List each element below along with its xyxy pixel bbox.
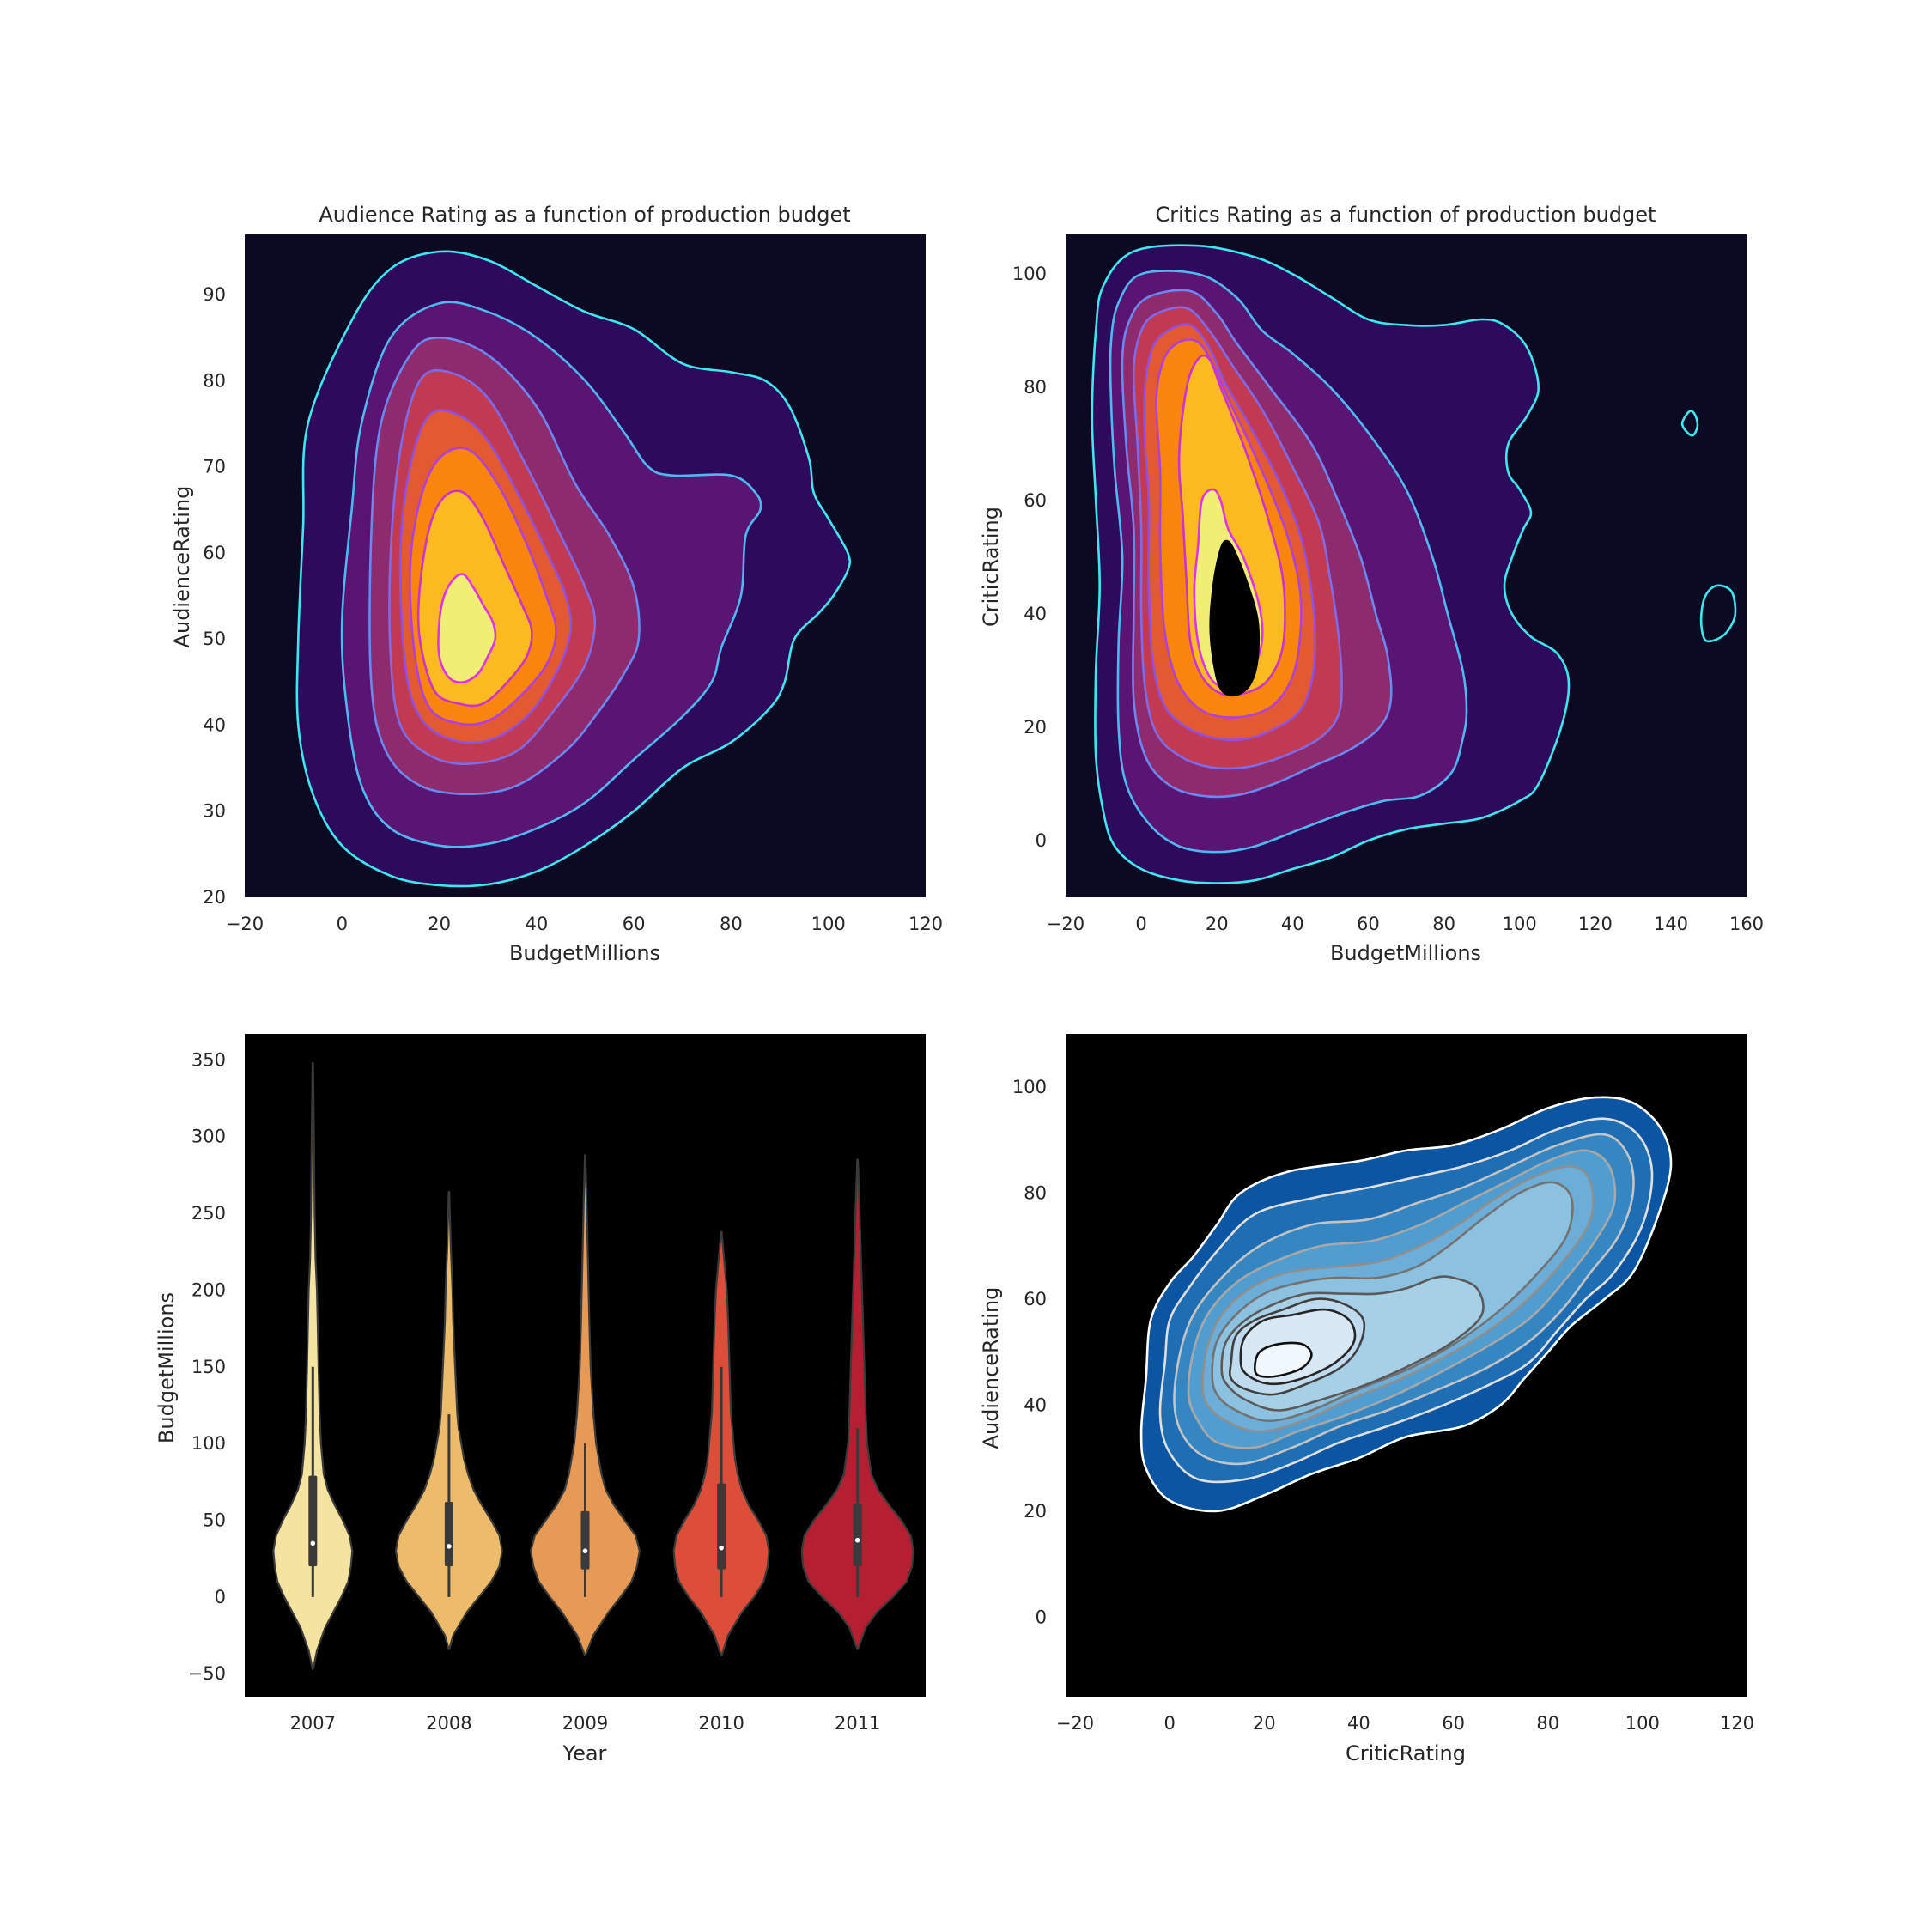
panel-1-x-tick-label: 120 [908, 914, 943, 934]
panel-3-x-tick-label: 2008 [426, 1713, 471, 1734]
panel-1-x-tick-label: 40 [526, 914, 549, 934]
panel-3-x-tick-label: 2007 [290, 1713, 336, 1734]
panel-1-y-tick-label: 90 [203, 284, 226, 305]
panel-3-x-tick-label: 2010 [698, 1713, 744, 1734]
panel-4-y-tick-label: 100 [1012, 1077, 1047, 1097]
violin-2011 [800, 1158, 914, 1650]
panel-2-x-tick-label: 40 [1281, 914, 1304, 934]
panel-2-y-tick-label: 80 [1024, 377, 1047, 398]
panel-3-x-tick-label: 2009 [562, 1713, 608, 1734]
panel-4-y-tick-label: 0 [1036, 1607, 1047, 1627]
panel-2-density-island-2 [1699, 584, 1737, 643]
violin-2010-median [719, 1545, 724, 1551]
audience-vs-budget-kde-panel: Audience Rating as a function of product… [170, 203, 943, 965]
panel-1-y-axis-label: AudienceRating [170, 486, 194, 648]
panel-3-y-tick-label: 50 [203, 1510, 226, 1531]
panel-4-y-tick-label: 40 [1024, 1394, 1047, 1415]
panel-4-x-tick-label: 120 [1720, 1713, 1754, 1734]
panel-4-x-tick-label: 40 [1347, 1713, 1370, 1734]
panel-2-x-tick-label: 60 [1357, 914, 1380, 934]
panel-2-x-tick-label: 20 [1206, 914, 1229, 934]
budget-by-year-violin-panel: Year BudgetMillions 2007 2008 2009 2010 2011… [155, 1034, 926, 1765]
panel-2-title: Critics Rating as a function of producti… [1156, 203, 1656, 227]
panel-2-x-tick-label: 80 [1432, 914, 1455, 934]
panel-2-y-tick-label: 20 [1024, 717, 1047, 738]
violin-2008-iqr-box [444, 1502, 453, 1567]
panel-1-x-tick-label: 100 [811, 914, 846, 934]
panel-2-x-tick-label: −20 [1047, 914, 1084, 934]
panel-3-y-tick-label: 250 [191, 1203, 226, 1224]
panel-4-x-tick-label: −20 [1056, 1713, 1094, 1734]
panel-4-y-tick-label: 80 [1024, 1182, 1047, 1203]
violin-2011-iqr-box [853, 1503, 862, 1567]
panel-2-density-level-9 [1209, 539, 1261, 697]
panel-4-x-tick-label: 20 [1253, 1713, 1276, 1734]
panel-4-y-axis-label: AudienceRating [979, 1287, 1003, 1449]
violin-2007-median [310, 1540, 316, 1546]
panel-1-y-tick-label: 80 [203, 370, 226, 391]
violin-2009-iqr-box [580, 1510, 590, 1570]
panel-3-x-axis-label: Year [562, 1741, 607, 1765]
panel-3-x-tick-label: 2011 [835, 1713, 880, 1734]
violin-2008-median [447, 1544, 452, 1549]
panel-3-y-tick-label: 300 [191, 1127, 226, 1147]
panel-2-x-tick-label: 160 [1729, 914, 1764, 934]
panel-2-x-tick-label: 140 [1654, 914, 1688, 934]
panel-4-y-tick-label: 60 [1024, 1289, 1047, 1309]
panel-2-x-tick-label: 100 [1503, 914, 1537, 934]
panel-1-title: Audience Rating as a function of product… [319, 203, 850, 227]
panel-2-y-tick-label: 100 [1012, 264, 1047, 284]
panel-4-x-axis-label: CriticRating [1346, 1741, 1466, 1765]
panel-4-y-tick-label: 20 [1024, 1501, 1047, 1522]
violin-2010-iqr-box [717, 1483, 726, 1570]
audience-vs-critics-kde-panel: CriticRating AudienceRating −20 0 20 40 60 80… [979, 1034, 1754, 1765]
panel-4-x-tick-label: 80 [1536, 1713, 1559, 1734]
panel-4-x-tick-label: 0 [1164, 1713, 1176, 1734]
violin-2007-iqr-box [308, 1475, 318, 1567]
panel-2-x-tick-label: 120 [1578, 914, 1613, 934]
panel-3-y-tick-label: 200 [191, 1279, 226, 1300]
panel-3-y-tick-label: 0 [215, 1587, 226, 1607]
panel-3-y-tick-label: 150 [191, 1357, 226, 1377]
panel-1-x-tick-label: 20 [428, 914, 451, 934]
panel-2-y-tick-label: 60 [1024, 490, 1047, 511]
panel-3-y-tick-label: 100 [191, 1433, 226, 1454]
panel-4-x-tick-label: 60 [1442, 1713, 1465, 1734]
panel-2-y-tick-label: 40 [1024, 604, 1047, 624]
panel-1-density-level-8 [437, 573, 497, 683]
panel-1-y-tick-label: 50 [203, 629, 226, 649]
panel-1-y-tick-label: 30 [203, 801, 226, 822]
panel-2-y-axis-label: CriticRating [979, 507, 1003, 627]
panel-3-y-tick-label: −50 [188, 1663, 226, 1684]
panel-1-y-tick-label: 60 [203, 543, 226, 563]
panel-1-y-tick-label: 20 [203, 887, 226, 908]
panel-4-density-level-10 [1253, 1341, 1313, 1378]
panel-4-x-tick-label: 100 [1625, 1713, 1660, 1734]
panel-2-x-axis-label: BudgetMillions [1330, 941, 1481, 965]
panel-1-x-tick-label: 60 [623, 914, 646, 934]
panel-2-density-island-1 [1680, 410, 1699, 437]
panel-3-y-axis-label: BudgetMillions [155, 1292, 179, 1443]
panel-3-y-tick-label: 350 [191, 1049, 226, 1070]
panel-1-y-tick-label: 70 [203, 457, 226, 477]
violin-2009 [530, 1154, 641, 1656]
critics-vs-budget-kde-panel: Critics Rating as a function of producti… [979, 203, 1764, 965]
panel-2-y-tick-label: 0 [1036, 830, 1047, 851]
violin-2007 [272, 1061, 354, 1670]
panel-1-y-tick-label: 40 [203, 715, 226, 736]
violin-2009-median [582, 1548, 588, 1554]
panel-2-x-tick-label: 0 [1135, 914, 1146, 934]
violin-2011-median [854, 1537, 860, 1543]
panel-1-x-axis-label: BudgetMillions [509, 941, 660, 965]
panel-1-x-tick-label: −20 [226, 914, 264, 934]
panel-1-x-tick-label: 0 [337, 914, 348, 934]
panel-1-x-tick-label: 80 [720, 914, 743, 934]
